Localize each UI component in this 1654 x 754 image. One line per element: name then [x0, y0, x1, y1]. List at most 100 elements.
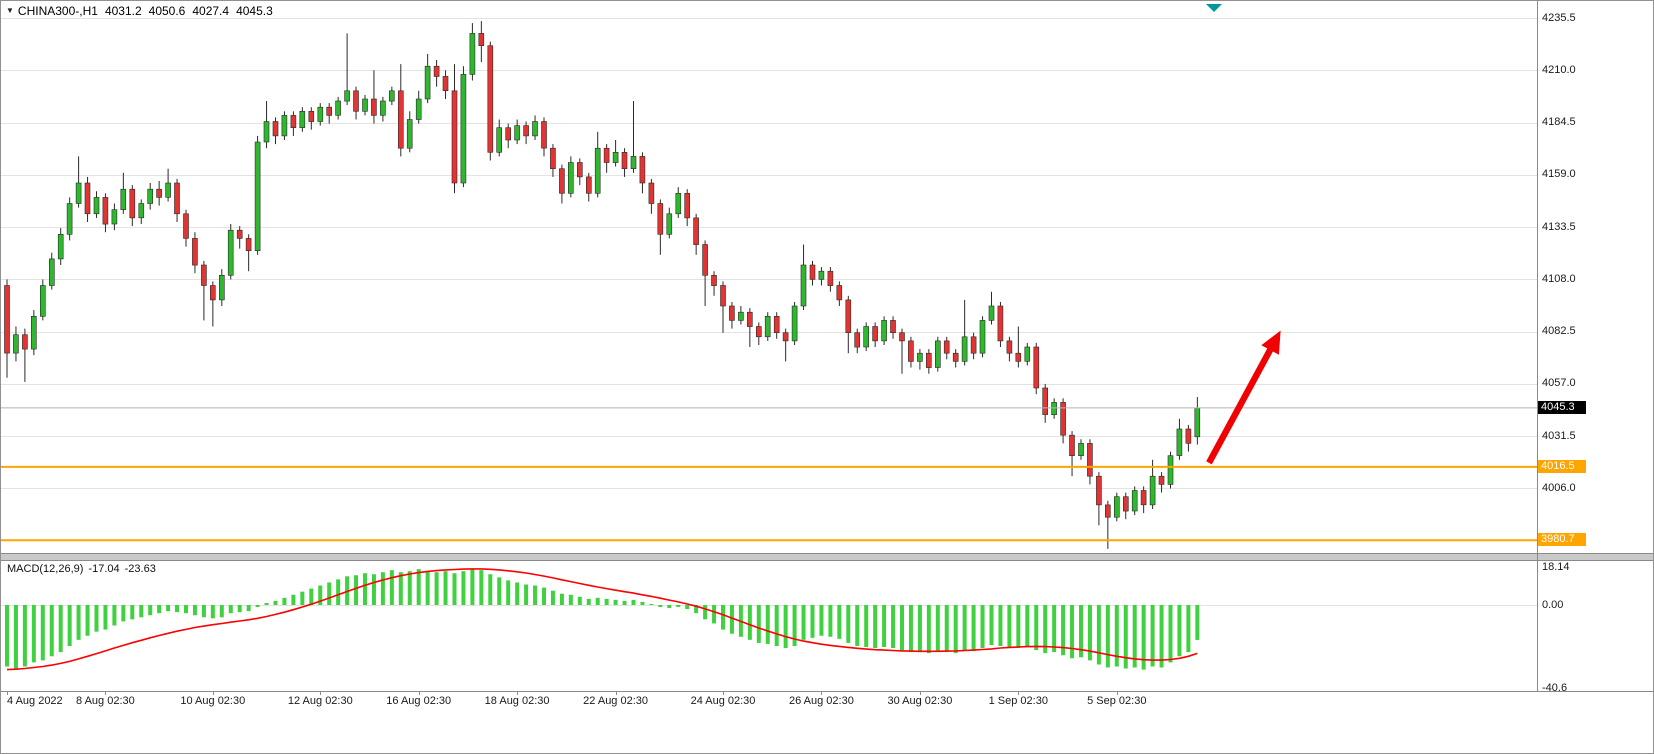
candle-body [1176, 428, 1183, 456]
candle-body [317, 106, 324, 122]
candle-body [165, 182, 171, 198]
price-tick-label: 4184.5 [1542, 116, 1576, 128]
candle-body [576, 162, 583, 178]
candle-body [809, 264, 816, 280]
candle-body [872, 326, 878, 342]
candle-body [227, 229, 234, 276]
macd-name: MACD(12,26,9) [7, 563, 84, 575]
candle-body [66, 203, 73, 235]
price-tick-label: 4108.0 [1542, 272, 1576, 285]
candle-body [424, 65, 431, 100]
candle-body [925, 352, 932, 368]
candle-body [630, 156, 637, 169]
scroll-marker-icon[interactable] [1206, 4, 1222, 12]
candle-body [353, 90, 359, 112]
candle-body [997, 305, 1004, 342]
candle-body [773, 315, 780, 333]
candle-body [899, 332, 905, 342]
candle-body [863, 326, 870, 348]
candle-body [1158, 475, 1165, 485]
candle-body [272, 121, 279, 137]
symbol-dropdown-icon[interactable]: ▼ [6, 6, 14, 15]
candle-body [22, 334, 28, 350]
candle-body [362, 98, 368, 112]
macd-axis[interactable]: 18.14 0.00 -40.6 [1542, 1, 1652, 753]
candle-body [388, 90, 395, 102]
candle-body [245, 238, 252, 251]
candle-body [514, 125, 520, 141]
candle-body [585, 176, 592, 194]
price-tick-label: 4133.5 [1542, 220, 1576, 233]
candle-body [1149, 475, 1156, 506]
candle-body [988, 305, 995, 321]
candle-body [478, 33, 485, 47]
candle-body [219, 274, 225, 301]
candle-body [720, 285, 726, 307]
candle-body [559, 168, 565, 194]
ohlc-open-value: 4031.2 [104, 4, 142, 18]
candle-body [451, 90, 458, 184]
candle-body [111, 209, 118, 225]
price-tick-label: 4006.0 [1542, 482, 1576, 494]
candle-body [147, 188, 153, 204]
candle-body [281, 115, 288, 137]
candle-body [39, 285, 46, 317]
candle-body [639, 156, 646, 184]
candle-body [1006, 340, 1013, 354]
current-price-badge: 4045.3 [1538, 400, 1586, 414]
candle-body [1015, 352, 1022, 362]
candle-body [1087, 443, 1093, 477]
candle-body [344, 90, 350, 102]
candle-body [371, 98, 377, 116]
candle-body [254, 141, 261, 251]
candle-body [397, 90, 404, 149]
candle-body [487, 45, 494, 153]
candle-body [818, 270, 825, 280]
candle-body [1051, 402, 1057, 415]
candle-body [908, 340, 914, 362]
candle-body [1105, 504, 1111, 518]
candle-body [1078, 443, 1084, 456]
macd-tick-label: -40.6 [1542, 681, 1568, 694]
symbol-title-bar: ▼ CHINA300-,H1 4031.2 4050.6 4027.4 4045.3 [6, 4, 273, 18]
candle-body [1140, 490, 1147, 506]
candle-body [120, 188, 127, 210]
macd-tick-label: 0.00 [1542, 598, 1564, 611]
pane-divider[interactable] [1, 553, 1654, 561]
ohlc-low-value: 4027.4 [192, 4, 230, 18]
candle-body [854, 332, 861, 348]
candle-body [890, 320, 896, 333]
candle-body [603, 147, 610, 163]
candle-body [57, 234, 64, 260]
candle-body [532, 121, 538, 137]
candle-body [1123, 496, 1129, 512]
candle-body [442, 76, 449, 92]
candle-body [621, 152, 628, 170]
price-tick-label: 4031.5 [1542, 429, 1576, 442]
candles [4, 21, 1201, 549]
macd-main-value: -17.04 [88, 563, 120, 575]
candle-body [1194, 407, 1201, 438]
candle-body [961, 336, 968, 362]
candle-body [174, 182, 180, 215]
candle-body [75, 182, 82, 204]
candle-body [702, 244, 708, 276]
candle-body [1167, 455, 1174, 485]
trend-arrow[interactable] [1206, 330, 1281, 465]
candle-body [550, 147, 556, 169]
candle-body [496, 127, 503, 153]
candle-body [326, 106, 333, 116]
candle-body [1033, 346, 1040, 389]
candle-body [952, 352, 959, 362]
candle-body [1069, 434, 1075, 457]
macd-signal-value: -23.63 [124, 563, 156, 575]
candle-body [192, 238, 198, 266]
candle-body [183, 213, 189, 239]
gridlines [1, 18, 1537, 606]
candle-body [415, 98, 422, 120]
price-tick-label: 4210.0 [1542, 63, 1576, 76]
candle-body [1185, 428, 1192, 444]
price-tick-label: 4159.0 [1542, 168, 1576, 181]
price-axis[interactable]: 4235.5 4210.0 4184.5 4159.0 4133.5 4108.0 4082… [1542, 1, 1652, 753]
